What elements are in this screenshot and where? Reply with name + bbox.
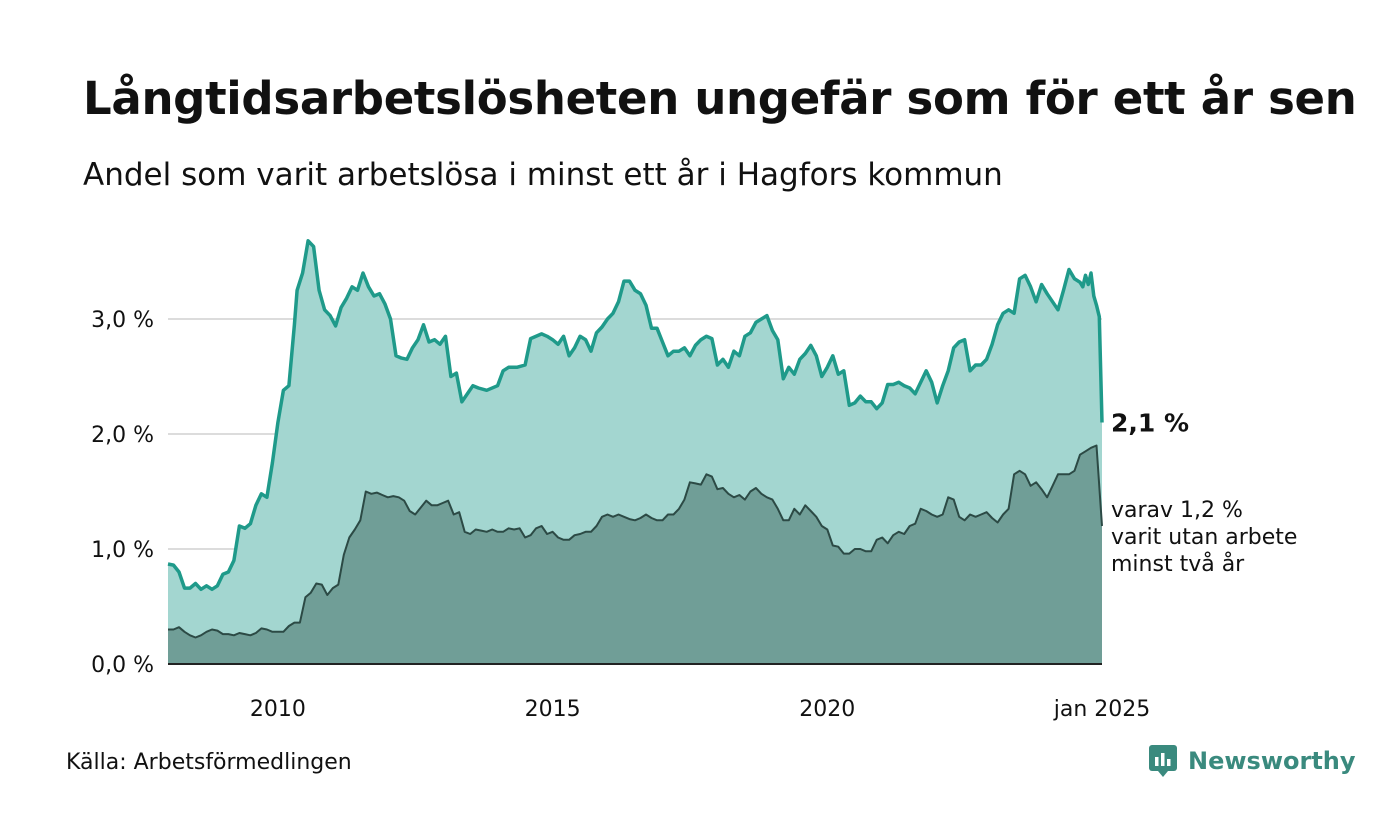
y-tick-label: 1,0 % <box>91 538 154 563</box>
area-layer <box>167 239 1104 665</box>
source-text: Källa: Arbetsförmedlingen <box>66 750 352 775</box>
brand-name: Newsworthy <box>1188 747 1356 775</box>
newsworthy-logo-icon <box>1149 745 1177 777</box>
axes: 0,0 % 1,0 % 2,0 % 3,0 % 2010 2015 2020 jan 2025 <box>91 308 1150 722</box>
y-tick-label: 2,0 % <box>91 423 154 448</box>
end-labels: 2,1 % varav 1,2 % varit utan arbete minst t… <box>1111 409 1297 578</box>
x-tick-label: jan 2025 <box>1053 697 1151 722</box>
chart-title: Långtidsarbetslösheten ungefär som för e… <box>83 72 1357 125</box>
y-tick-label: 0,0 % <box>91 653 154 678</box>
end-label-total: 2,1 % <box>1111 409 1189 438</box>
end-label-sub-line: varav 1,2 % <box>1111 498 1243 523</box>
y-tick-label: 3,0 % <box>91 308 154 333</box>
x-tick-label: 2015 <box>525 697 581 722</box>
x-tick-label: 2010 <box>250 697 306 722</box>
chart-subtitle: Andel som varit arbetslösa i minst ett å… <box>83 157 1003 193</box>
x-tick-label: 2020 <box>799 697 855 722</box>
end-label-sub-line: minst två år <box>1111 551 1245 577</box>
series-line-0 <box>167 239 1104 592</box>
brand-logo: Newsworthy <box>1148 744 1356 778</box>
series-line-1 <box>168 444 1103 639</box>
end-label-sub: varav 1,2 % varit utan arbete minst två år <box>1111 498 1297 577</box>
end-label-sub-line: varit utan arbete <box>1111 525 1297 550</box>
